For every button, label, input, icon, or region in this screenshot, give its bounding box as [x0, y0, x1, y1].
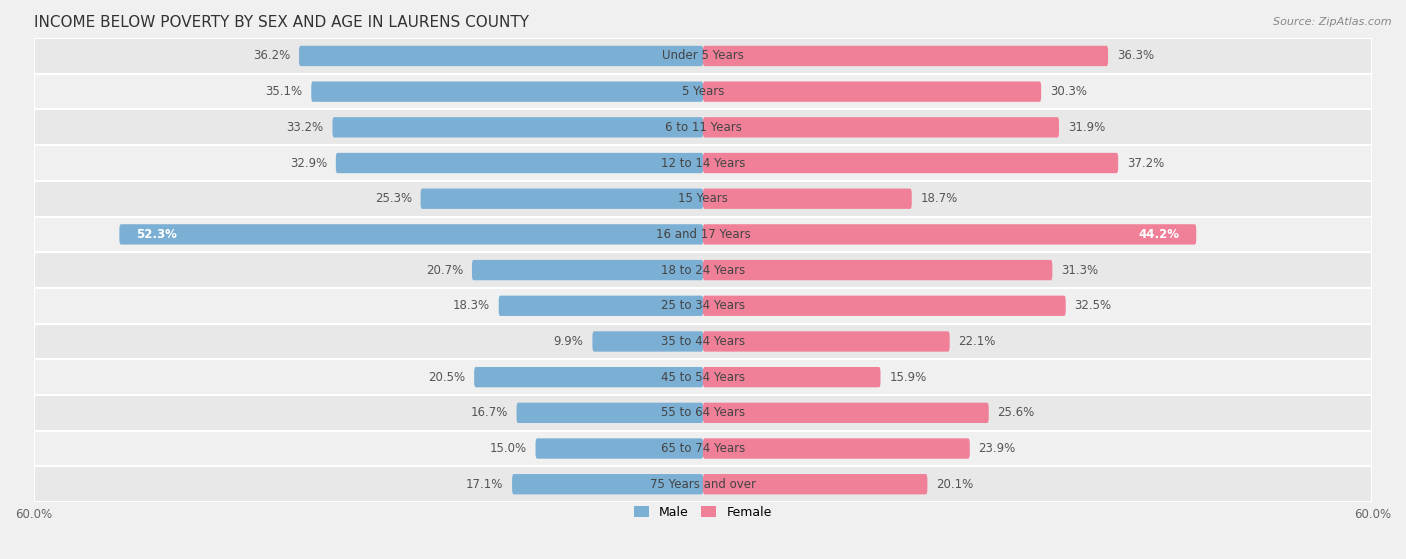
Text: 15.0%: 15.0% — [489, 442, 527, 455]
Text: 22.1%: 22.1% — [959, 335, 995, 348]
Text: 35.1%: 35.1% — [266, 85, 302, 98]
FancyBboxPatch shape — [299, 46, 703, 66]
FancyBboxPatch shape — [703, 260, 1052, 280]
Text: 5 Years: 5 Years — [682, 85, 724, 98]
Text: 15.9%: 15.9% — [890, 371, 927, 383]
FancyBboxPatch shape — [34, 324, 1372, 359]
Text: 20.5%: 20.5% — [429, 371, 465, 383]
Text: 32.5%: 32.5% — [1074, 299, 1112, 312]
Text: 31.3%: 31.3% — [1062, 264, 1098, 277]
FancyBboxPatch shape — [34, 110, 1372, 145]
Text: 45 to 54 Years: 45 to 54 Years — [661, 371, 745, 383]
FancyBboxPatch shape — [420, 188, 703, 209]
Text: 35 to 44 Years: 35 to 44 Years — [661, 335, 745, 348]
FancyBboxPatch shape — [536, 438, 703, 459]
FancyBboxPatch shape — [703, 46, 1108, 66]
FancyBboxPatch shape — [34, 359, 1372, 395]
Text: INCOME BELOW POVERTY BY SEX AND AGE IN LAURENS COUNTY: INCOME BELOW POVERTY BY SEX AND AGE IN L… — [34, 15, 529, 30]
FancyBboxPatch shape — [512, 474, 703, 494]
FancyBboxPatch shape — [592, 331, 703, 352]
FancyBboxPatch shape — [34, 395, 1372, 430]
Text: 23.9%: 23.9% — [979, 442, 1017, 455]
FancyBboxPatch shape — [703, 224, 1197, 245]
Text: 36.3%: 36.3% — [1116, 49, 1154, 63]
FancyBboxPatch shape — [499, 296, 703, 316]
Text: 16.7%: 16.7% — [471, 406, 508, 419]
Legend: Male, Female: Male, Female — [630, 501, 776, 524]
Text: 65 to 74 Years: 65 to 74 Years — [661, 442, 745, 455]
Text: Source: ZipAtlas.com: Source: ZipAtlas.com — [1274, 17, 1392, 27]
Text: 18 to 24 Years: 18 to 24 Years — [661, 264, 745, 277]
FancyBboxPatch shape — [311, 82, 703, 102]
FancyBboxPatch shape — [34, 38, 1372, 74]
FancyBboxPatch shape — [34, 216, 1372, 252]
Text: 20.7%: 20.7% — [426, 264, 463, 277]
Text: 16 and 17 Years: 16 and 17 Years — [655, 228, 751, 241]
FancyBboxPatch shape — [472, 260, 703, 280]
FancyBboxPatch shape — [34, 74, 1372, 110]
FancyBboxPatch shape — [703, 296, 1066, 316]
FancyBboxPatch shape — [34, 466, 1372, 502]
Text: 25.3%: 25.3% — [374, 192, 412, 205]
FancyBboxPatch shape — [703, 474, 928, 494]
Text: 15 Years: 15 Years — [678, 192, 728, 205]
FancyBboxPatch shape — [703, 331, 949, 352]
Text: 17.1%: 17.1% — [465, 478, 503, 491]
Text: 18.7%: 18.7% — [921, 192, 957, 205]
FancyBboxPatch shape — [703, 367, 880, 387]
Text: 25 to 34 Years: 25 to 34 Years — [661, 299, 745, 312]
Text: 30.3%: 30.3% — [1050, 85, 1087, 98]
Text: 20.1%: 20.1% — [936, 478, 973, 491]
Text: 37.2%: 37.2% — [1128, 157, 1164, 169]
Text: 44.2%: 44.2% — [1139, 228, 1180, 241]
FancyBboxPatch shape — [474, 367, 703, 387]
Text: 25.6%: 25.6% — [997, 406, 1035, 419]
Text: 6 to 11 Years: 6 to 11 Years — [665, 121, 741, 134]
FancyBboxPatch shape — [34, 181, 1372, 216]
Text: 52.3%: 52.3% — [136, 228, 177, 241]
FancyBboxPatch shape — [34, 252, 1372, 288]
FancyBboxPatch shape — [34, 288, 1372, 324]
FancyBboxPatch shape — [703, 438, 970, 459]
FancyBboxPatch shape — [336, 153, 703, 173]
Text: 31.9%: 31.9% — [1067, 121, 1105, 134]
FancyBboxPatch shape — [34, 145, 1372, 181]
FancyBboxPatch shape — [34, 430, 1372, 466]
FancyBboxPatch shape — [703, 188, 911, 209]
FancyBboxPatch shape — [120, 224, 703, 245]
FancyBboxPatch shape — [703, 82, 1042, 102]
Text: 75 Years and over: 75 Years and over — [650, 478, 756, 491]
Text: 55 to 64 Years: 55 to 64 Years — [661, 406, 745, 419]
Text: 9.9%: 9.9% — [554, 335, 583, 348]
FancyBboxPatch shape — [703, 402, 988, 423]
FancyBboxPatch shape — [332, 117, 703, 138]
Text: 12 to 14 Years: 12 to 14 Years — [661, 157, 745, 169]
FancyBboxPatch shape — [516, 402, 703, 423]
Text: Under 5 Years: Under 5 Years — [662, 49, 744, 63]
Text: 32.9%: 32.9% — [290, 157, 328, 169]
Text: 18.3%: 18.3% — [453, 299, 489, 312]
FancyBboxPatch shape — [703, 153, 1118, 173]
Text: 33.2%: 33.2% — [287, 121, 323, 134]
FancyBboxPatch shape — [703, 117, 1059, 138]
Text: 36.2%: 36.2% — [253, 49, 290, 63]
